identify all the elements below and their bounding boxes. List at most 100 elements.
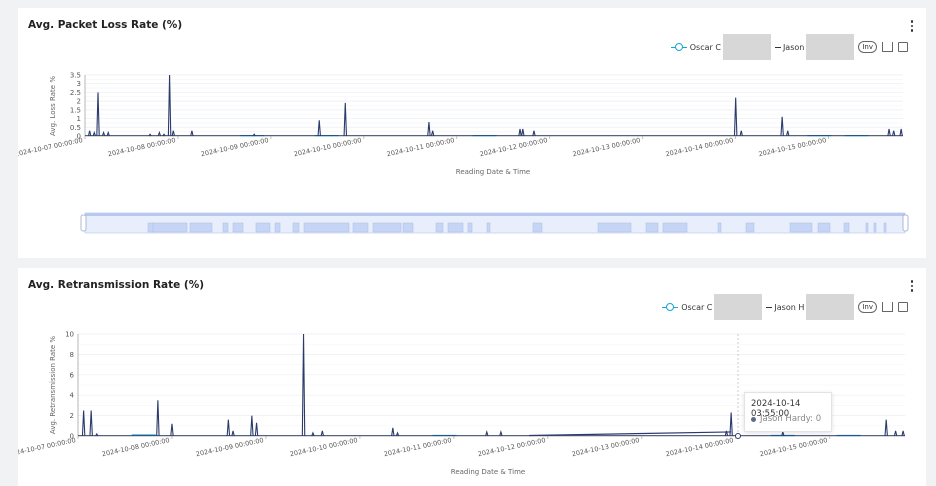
series-spike xyxy=(317,120,321,137)
y-tick-label: 2 xyxy=(77,98,81,106)
y-tick-label: 2.5 xyxy=(70,89,81,97)
chart-plot-area[interactable]: 00.511.522.533.5 2024-10-07 00:00:00 2024… xyxy=(18,8,926,258)
chart-legend: Oscar C Jason Inv xyxy=(670,34,908,60)
series-spike xyxy=(311,431,315,437)
series-spike xyxy=(724,430,729,437)
reset-tool-icon[interactable] xyxy=(898,302,908,312)
x-tick-label: 2024-10-07 00:00:00 xyxy=(18,136,83,158)
chart-legend: Oscar C Jason H Inv xyxy=(662,294,908,320)
zoom-preview-bar xyxy=(745,222,755,233)
x-axis-label: Reading Date & Time xyxy=(451,468,525,476)
zoom-preview-bar xyxy=(865,222,869,233)
series-spike xyxy=(250,415,254,437)
select-tool-icon[interactable] xyxy=(882,42,893,52)
zoom-preview-bar xyxy=(372,222,402,233)
y-tick-label: 0 xyxy=(77,133,81,141)
series-spike xyxy=(170,423,174,437)
x-ticks: 2024-10-07 00:00:00 2024-10-08 00:00:00 20… xyxy=(18,136,829,158)
hover-point xyxy=(735,433,741,439)
zoom-preview-bar xyxy=(303,222,350,233)
legend-item-jason[interactable]: Jason H xyxy=(764,303,804,312)
x-tick-label: 2024-10-14 00:00:00 xyxy=(665,136,734,158)
series-spike xyxy=(391,427,395,437)
zoom-preview-bar xyxy=(532,222,543,233)
zoom-preview-bar xyxy=(486,222,491,233)
series-spike xyxy=(785,130,790,137)
redaction-block xyxy=(806,34,855,60)
series-spike xyxy=(893,430,898,437)
y-tick-label: 1.5 xyxy=(70,106,81,114)
y-tick-label: 3.5 xyxy=(70,72,81,80)
retransmission-panel: Avg. Retransmission Rate (%) Oscar C Jas… xyxy=(18,268,926,486)
series-spike xyxy=(190,130,194,137)
series-spike xyxy=(89,410,93,437)
series-spike xyxy=(162,133,166,137)
x-axis-label: Reading Date & Time xyxy=(456,168,530,176)
series-lines xyxy=(85,74,903,137)
series-spike xyxy=(485,429,489,437)
series-spike xyxy=(106,130,110,137)
zoom-preview-bar xyxy=(292,222,300,233)
zoom-preview-bar xyxy=(232,222,244,233)
legend-item-jason[interactable]: Jason xyxy=(773,43,804,52)
more-options-icon[interactable] xyxy=(910,280,914,294)
series-spike xyxy=(499,429,503,437)
y-tick-label: 2 xyxy=(70,412,74,420)
series-spike xyxy=(899,128,903,137)
zoom-preview-bar xyxy=(402,222,414,233)
series-spike xyxy=(430,130,435,137)
series-spike xyxy=(320,430,325,437)
more-options-icon[interactable] xyxy=(910,20,914,34)
inverse-selection-button[interactable]: Inv xyxy=(858,41,877,53)
grid-lines xyxy=(84,74,903,137)
x-tick-label: 2024-10-07 00:00:00 xyxy=(18,436,76,458)
series-spike xyxy=(891,130,896,137)
series-spike xyxy=(901,430,905,437)
y-tick-label: 0.5 xyxy=(70,124,81,132)
series-spike xyxy=(148,133,152,137)
chart-title: Avg. Packet Loss Rate (%) xyxy=(28,19,183,31)
series-spike xyxy=(521,128,525,137)
y-tick-label: 6 xyxy=(70,371,75,379)
y-tick-label: 8 xyxy=(70,351,74,359)
series-spike xyxy=(92,130,97,137)
inverse-selection-button[interactable]: Inv xyxy=(858,301,877,313)
packet-loss-panel: Avg. Packet Loss Rate (%) Oscar C Jason … xyxy=(18,8,926,258)
series-spike xyxy=(101,130,106,137)
x-tick-label: 2024-10-13 00:00:00 xyxy=(572,136,641,158)
series-spike xyxy=(733,97,738,137)
legend-marker-icon xyxy=(670,42,687,52)
y-axis-label: Avg. Retransmission Rate % xyxy=(49,336,57,434)
series-spike xyxy=(343,102,348,137)
y-ticks: 00.511.522.533.5 xyxy=(70,72,81,141)
chart-title: Avg. Retransmission Rate (%) xyxy=(28,279,205,291)
legend-item-oscar[interactable]: Oscar C xyxy=(670,42,721,52)
tooltip-value: Jason Hardy: 0 xyxy=(760,414,822,424)
legend-label-jason: Jason H xyxy=(774,302,805,312)
series-spike xyxy=(226,419,231,437)
x-tick-label: 2024-10-14 00:00:00 xyxy=(665,436,734,458)
x-tick-label: 2024-10-09 00:00:00 xyxy=(200,136,269,158)
series-spike xyxy=(729,412,733,437)
zoom-slider[interactable] xyxy=(80,212,909,234)
zoom-handle-right xyxy=(902,214,909,232)
redaction-block xyxy=(714,294,763,320)
chart-plot-area[interactable]: 0 2 4 6 8 10 2024-10-07 00:00:00 2024-10-08 00… xyxy=(18,268,926,486)
legend-item-oscar[interactable]: Oscar C xyxy=(662,302,712,312)
x-tick-label: 2024-10-12 00:00:00 xyxy=(477,436,546,458)
y-axis-label: Avg. Loss Rate % xyxy=(49,76,57,136)
legend-label-jason: Jason xyxy=(782,42,805,52)
x-tick-label: 2024-10-09 00:00:00 xyxy=(195,436,264,458)
series-spike xyxy=(167,74,172,137)
series-spike xyxy=(231,430,235,437)
series-spike xyxy=(95,432,99,437)
reset-tool-icon[interactable] xyxy=(898,42,908,52)
hover-tooltip: 2024-10-14 03:55:00 Jason Hardy: 0 xyxy=(744,392,832,432)
zoom-preview-bars xyxy=(147,222,887,233)
x-tick-label: 2024-10-11 00:00:00 xyxy=(386,136,455,158)
x-tick-label: 2024-10-10 00:00:00 xyxy=(293,136,362,158)
legend-dash-icon xyxy=(774,46,781,48)
select-tool-icon[interactable] xyxy=(882,302,893,312)
series-spike xyxy=(254,422,259,437)
series-spike xyxy=(780,116,784,137)
